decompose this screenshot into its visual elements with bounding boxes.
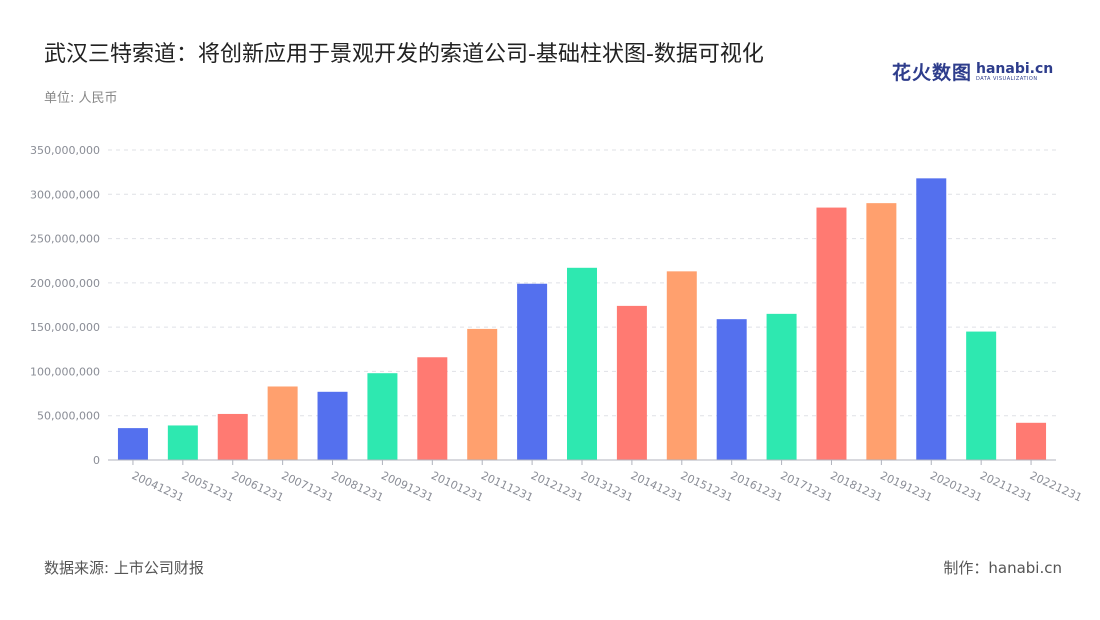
x-tick-label: 20141231 — [629, 469, 685, 504]
bar-20121231[interactable] — [517, 283, 548, 460]
y-tick-label: 250,000,000 — [30, 233, 100, 246]
bars — [117, 178, 1047, 461]
bar-20161231[interactable] — [716, 319, 747, 460]
bar-20141231[interactable] — [616, 305, 647, 460]
logo-subtext: DATA VISUALIZATION — [976, 75, 1038, 82]
x-tick-label: 20121231 — [529, 469, 585, 504]
bar-20091231[interactable] — [367, 373, 398, 460]
bar-20181231[interactable] — [816, 207, 847, 460]
data-source: 数据来源: 上市公司财报 — [44, 559, 204, 577]
bar-20071231[interactable] — [267, 386, 298, 460]
maker-credit: 制作：hanabi.cn — [943, 559, 1062, 577]
y-tick-label: 200,000,000 — [30, 277, 100, 290]
bar-20191231[interactable] — [866, 203, 897, 460]
y-tick-label: 300,000,000 — [30, 188, 100, 201]
bar-20201231[interactable] — [916, 178, 947, 461]
x-axis-ticks: 2004123120051231200612312007123120081231… — [130, 460, 1084, 504]
bar-20051231[interactable] — [167, 425, 198, 460]
bar-20171231[interactable] — [766, 313, 797, 460]
x-tick-label: 20161231 — [728, 469, 784, 504]
bar-20041231[interactable] — [117, 428, 148, 460]
x-tick-label: 20051231 — [180, 469, 236, 504]
logo-text-en-block: hanabi.cn DATA VISUALIZATION — [976, 62, 1053, 82]
chart-title: 武汉三特索道：将创新应用于景观开发的索道公司-基础柱状图-数据可视化 — [44, 42, 764, 67]
x-tick-label: 20061231 — [229, 469, 285, 504]
y-tick-label: 50,000,000 — [37, 410, 100, 423]
y-tick-label: 100,000,000 — [30, 365, 100, 378]
x-tick-label: 20071231 — [279, 469, 335, 504]
y-axis-ticks: 0 50,000,000 100,000,000 150,000,000 200,000… — [30, 144, 100, 467]
x-tick-label: 20091231 — [379, 469, 435, 504]
bar-20211231[interactable] — [966, 331, 997, 460]
x-tick-label: 20191231 — [878, 469, 934, 504]
x-tick-label: 20171231 — [778, 469, 834, 504]
logo-text-cn: 花火数图 — [892, 62, 973, 84]
bar-20061231[interactable] — [217, 413, 248, 460]
brand-logo: 花火数图 hanabi.cn DATA VISUALIZATION — [892, 58, 1053, 85]
x-tick-label: 20151231 — [679, 469, 735, 504]
x-tick-label: 20181231 — [828, 469, 884, 504]
bar-20131231[interactable] — [567, 267, 597, 460]
x-tick-label: 20131231 — [579, 469, 635, 504]
bar-20111231[interactable] — [467, 328, 498, 460]
bar-20101231[interactable] — [417, 357, 448, 460]
x-tick-label: 20111231 — [479, 469, 535, 504]
x-tick-label: 20081231 — [329, 469, 385, 504]
bar-20081231[interactable] — [317, 391, 348, 460]
y-tick-label: 350,000,000 — [30, 144, 100, 157]
x-tick-label: 20211231 — [978, 469, 1034, 504]
y-tick-label: 0 — [93, 454, 100, 467]
x-tick-label: 20201231 — [928, 469, 984, 504]
bar-20221231[interactable] — [1016, 422, 1047, 460]
x-tick-label: 20041231 — [130, 469, 186, 504]
bar-20151231[interactable] — [666, 271, 697, 460]
logo-text-en: hanabi.cn — [976, 60, 1054, 77]
y-tick-label: 150,000,000 — [30, 321, 100, 334]
x-tick-label: 20101231 — [429, 469, 485, 504]
unit-label: 单位: 人民币 — [44, 91, 118, 106]
x-tick-label: 20221231 — [1028, 469, 1084, 504]
